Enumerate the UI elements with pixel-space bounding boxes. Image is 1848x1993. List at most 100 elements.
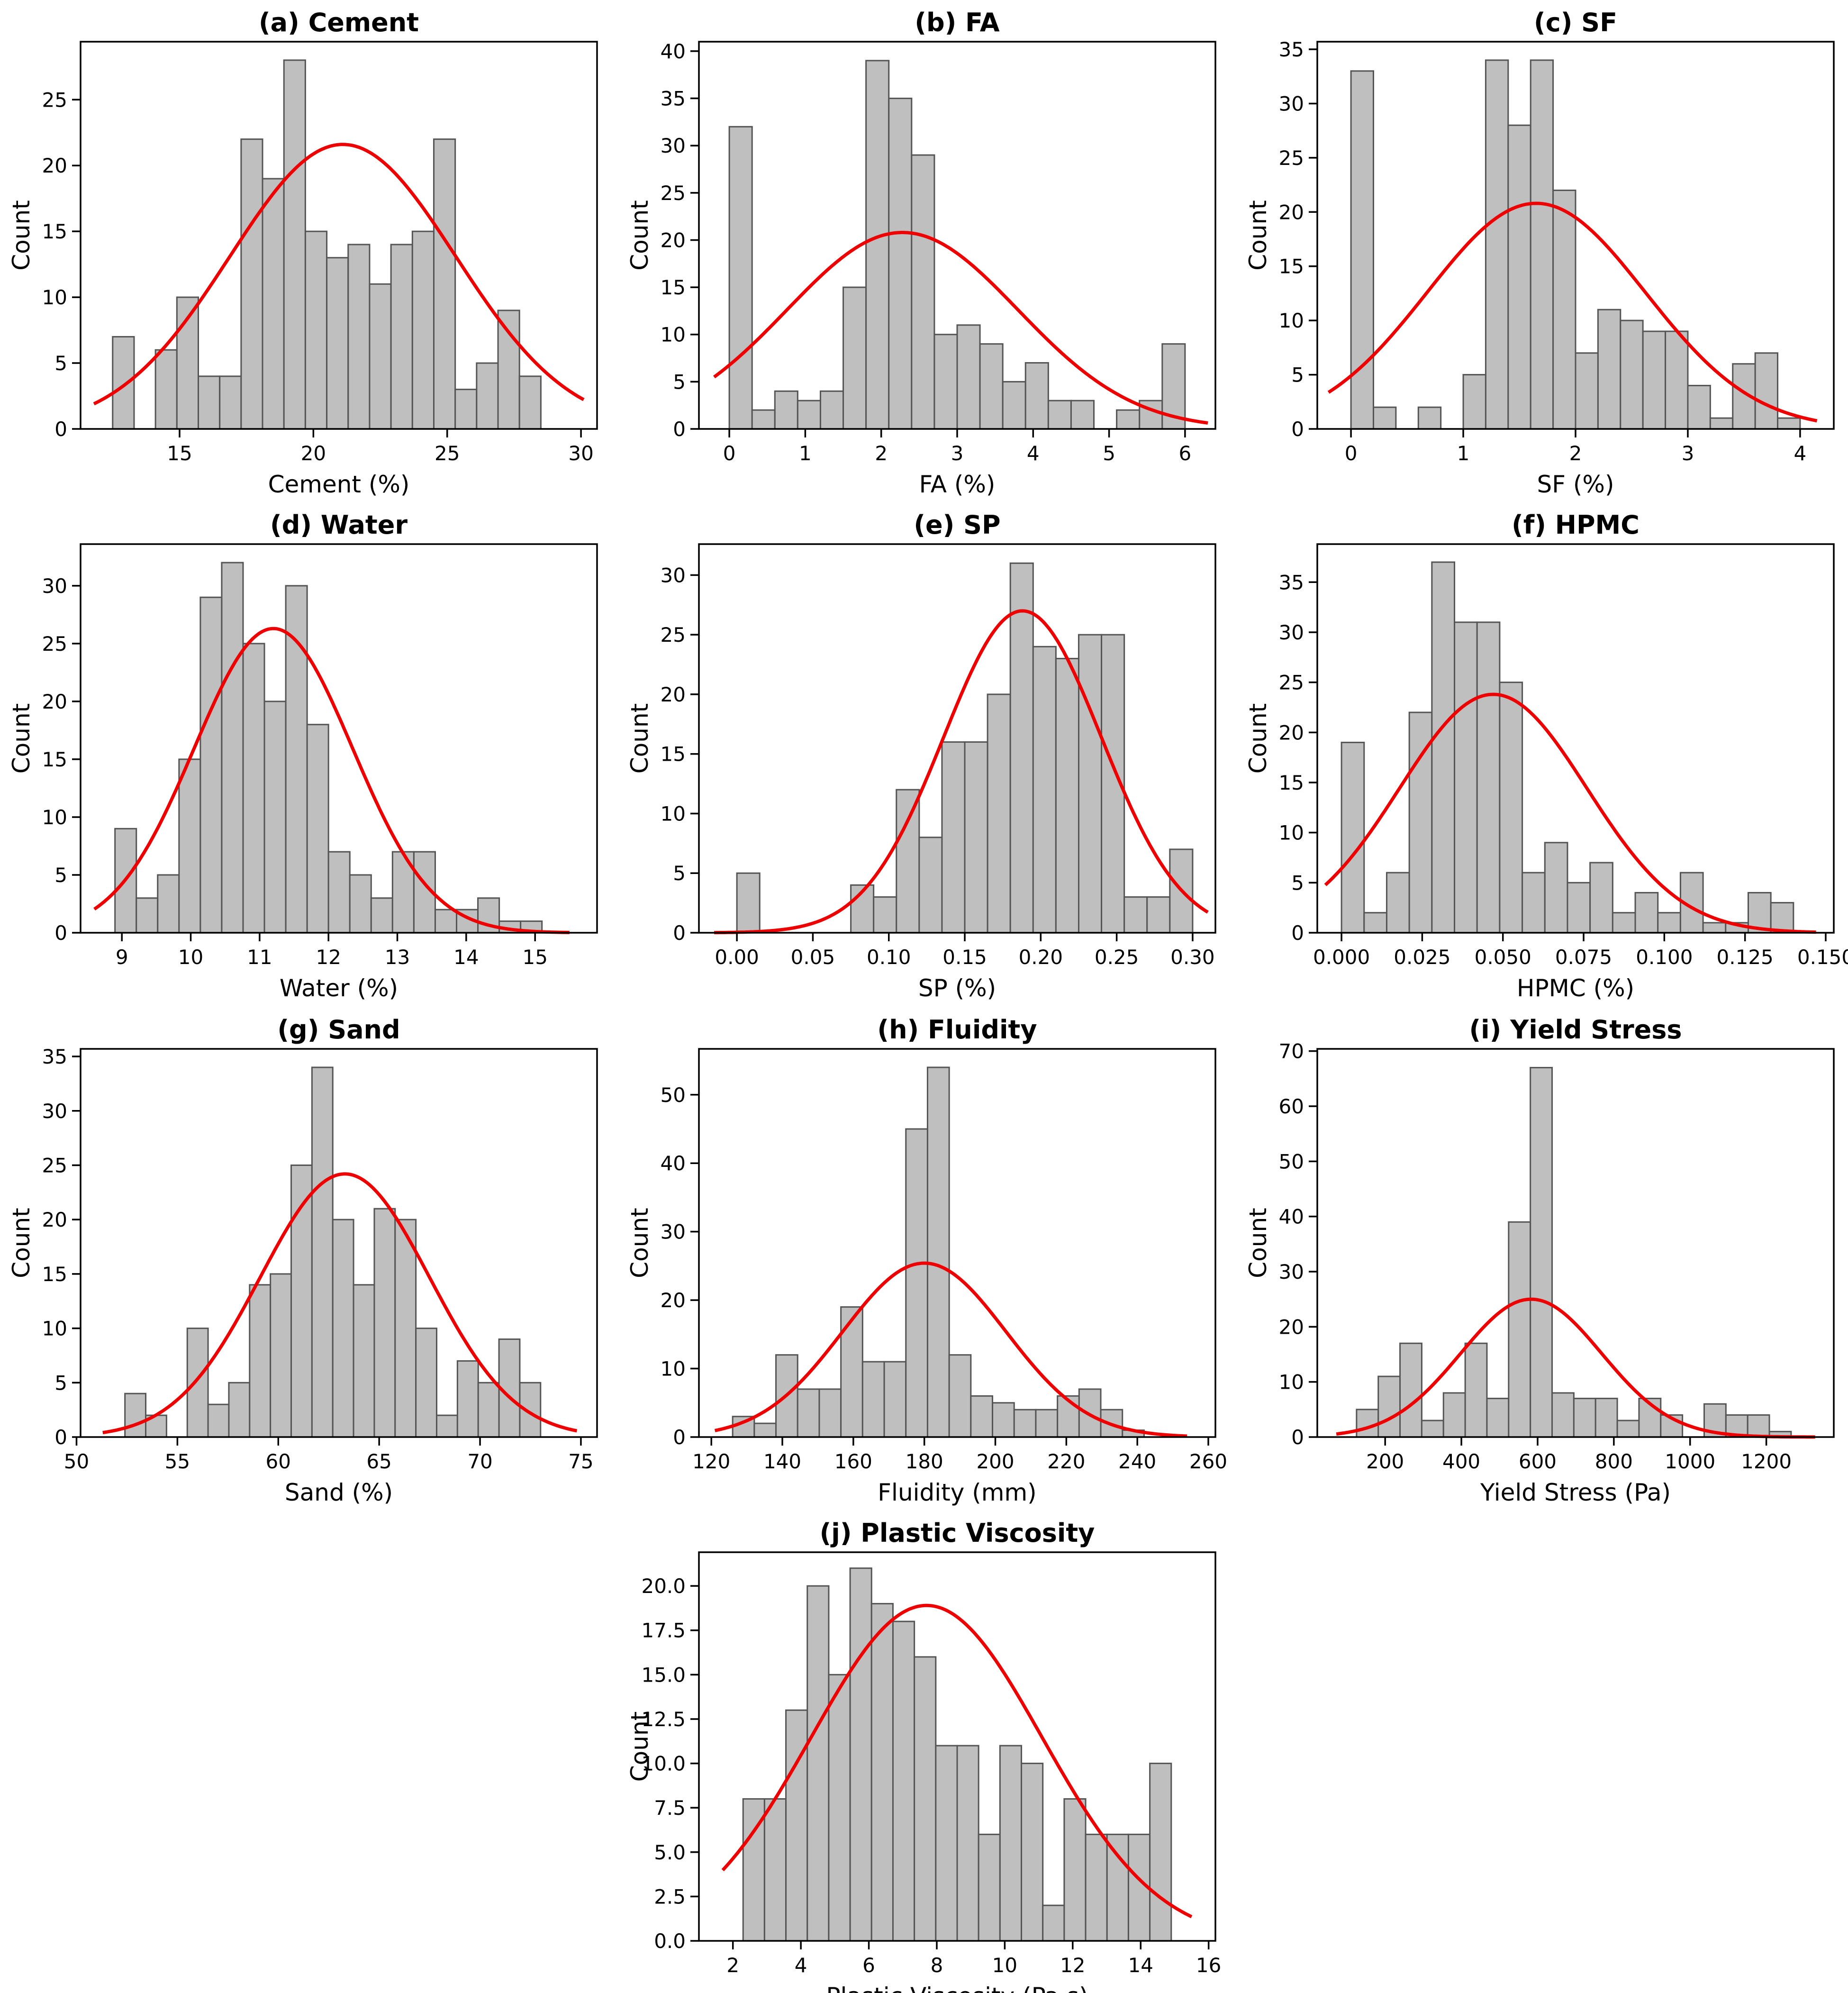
x-axis-label: Fluidity (mm) [878,1479,1036,1506]
normal-fit-curve [714,609,1209,935]
x-tick-label: 1200 [1741,1450,1792,1473]
y-tick-label: 15.0 [641,1663,686,1686]
y-tick-label: 10 [661,1357,686,1381]
histogram-bar [999,1745,1023,1942]
histogram-bar [1350,70,1374,430]
x-tick-label: 8 [931,1954,943,1977]
histogram-bar [1612,912,1636,934]
x-tick-label: 600 [1519,1450,1557,1473]
histogram-bar [327,851,351,934]
histogram-bar [1024,362,1049,430]
histogram-bar [1055,657,1079,934]
histogram-bar [956,324,981,430]
normal-fit-curve [715,1261,1187,1438]
histogram-bar [1485,59,1509,430]
histogram-bar [753,1422,777,1438]
normal-fit-curve [93,627,570,934]
normal-fit-curve [721,1603,1193,1919]
histogram-bar [842,286,867,430]
histogram-bar [797,1388,820,1438]
histogram-bar [849,1567,872,1942]
histogram-bar [477,1382,500,1438]
x-tick-label: 1 [1457,442,1470,465]
histogram-bar [896,789,920,934]
histogram-panel-1: 15 20 25 30 0 5 10 15 20 25 (a) Cement Cement (%) Co… [8,8,598,498]
histogram-bar [1594,1398,1618,1438]
histogram-bar [285,585,308,934]
x-tick-label: 0.20 [1019,946,1063,969]
histogram-bar [918,837,943,934]
histogram-bar [476,362,499,430]
histogram-bar [290,1164,313,1438]
x-tick-label: 0.075 [1555,946,1612,969]
histogram-bar [1665,330,1689,430]
x-tick-label: 70 [467,1450,492,1473]
y-tick-label: 20 [1279,721,1304,744]
histogram-bar [1589,862,1613,934]
y-tick-label: 25 [1279,146,1304,170]
x-tick-label: 14 [453,946,479,969]
normal-fit-curve [102,1172,578,1435]
x-tick-label: 0.025 [1394,946,1450,969]
histogram-bar [436,1414,458,1438]
histogram-bar [1464,1342,1488,1438]
normal-fit-curve [1324,692,1816,934]
y-tick-label: 10 [42,1317,67,1340]
histogram-bar [1522,872,1546,934]
x-tick-label: 240 [1118,1450,1156,1473]
y-tick-label: 20 [42,154,67,177]
x-tick-label: 0.125 [1717,946,1774,969]
histogram-bar [1057,1395,1080,1438]
y-tick-label: 25 [42,632,67,655]
x-tick-label: 180 [906,1450,943,1473]
x-tick-label: 6 [1179,442,1192,465]
y-axis-label: Count [1244,1208,1272,1278]
y-tick-label: 10 [42,806,67,829]
x-axis-label: HPMC (%) [1517,974,1634,1002]
histogram-bar [369,283,392,430]
histogram-bar [1431,561,1456,934]
y-tick-label: 5.0 [654,1841,686,1864]
y-tick-label: 0 [54,418,67,441]
histogram-bar [186,1328,209,1438]
histogram-bar [1021,1763,1044,1942]
histogram-bar [933,334,958,430]
histogram-bar [1530,1067,1553,1438]
x-tick-label: 65 [366,1450,391,1473]
x-tick-label: 12 [1060,1954,1085,1977]
histogram-bar [865,60,890,430]
histogram-bar [1042,1904,1065,1942]
histogram-panel-3: 0 1 2 3 4 0 5 10 15 20 25 30 35 (c) SF SF (%) Count [1244,8,1835,498]
y-tick-label: 40 [661,1152,686,1175]
y-tick-label: 20.0 [641,1574,686,1598]
x-tick-label: 0.30 [1170,946,1215,969]
histogram-bar [198,375,221,430]
y-tick-label: 30 [42,1100,67,1123]
x-tick-label: 160 [834,1450,872,1473]
x-tick-label: 9 [116,946,128,969]
x-tick-label: 4 [1794,442,1807,465]
y-tick-label: 35 [1279,571,1304,594]
histogram-bar [456,1360,479,1438]
histogram-bar [1149,1763,1172,1942]
histogram-bar [199,596,223,934]
y-axis-label: Count [8,200,35,271]
histogram-bar [763,1798,787,1942]
histogram-bar [249,1284,272,1438]
histogram-panel-7: 50 55 60 65 70 75 0 5 10 15 20 25 30 35 (g) Sand Sand (… [8,1015,598,1506]
histogram-bar [1032,646,1057,934]
y-tick-label: 20 [661,1289,686,1312]
x-axis-label: Plastic Viscosity (Pa·s) [826,1983,1088,1993]
y-axis-label: Count [8,703,35,774]
y-tick-label: 15 [42,220,67,243]
histogram-bar [1486,1398,1510,1438]
y-tick-label: 10 [661,802,686,825]
x-tick-label: 15 [522,946,547,969]
y-tick-label: 20 [1279,200,1304,224]
histogram-bar [1747,1414,1770,1438]
y-tick-label: 10 [1279,821,1304,845]
histogram-bar [433,138,456,430]
x-tick-label: 0 [1345,442,1358,465]
histogram-bar [1116,409,1141,430]
